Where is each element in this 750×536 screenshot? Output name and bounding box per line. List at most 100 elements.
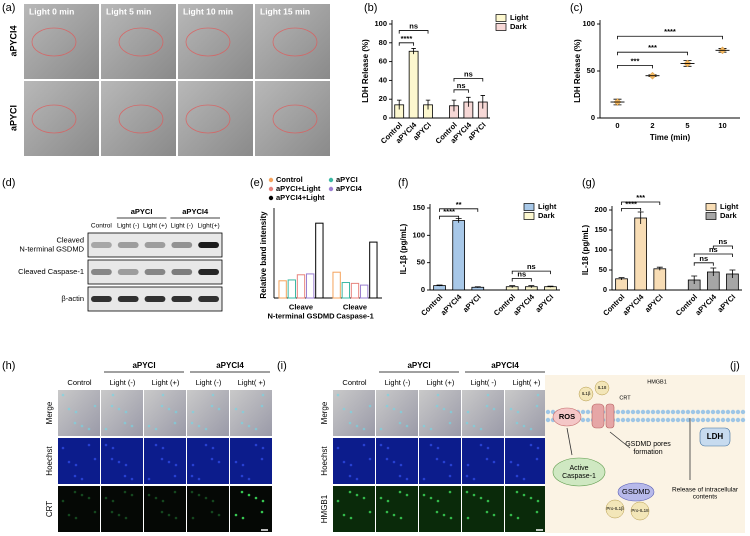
cell-signal [247, 424, 251, 428]
error-bar [528, 285, 535, 288]
cell-signal [479, 427, 483, 431]
cell-signal [362, 427, 366, 431]
membrane-lipid [740, 409, 746, 415]
cell-signal [515, 421, 519, 425]
x-tick-label: Control [601, 292, 626, 317]
cell-signal [61, 499, 65, 503]
cell-signal [254, 427, 258, 431]
x-tick-label: aPYCI [534, 292, 556, 314]
cell-signal [529, 443, 533, 447]
cell-signal [486, 446, 490, 450]
legend-swatch [495, 23, 507, 31]
column-label: Control [67, 378, 92, 387]
cell-signal [167, 513, 171, 517]
cell-signal [247, 477, 251, 481]
significance-label: **** [443, 207, 455, 216]
membrane-lipid [630, 409, 636, 415]
membrane-lipid [735, 417, 741, 423]
legend-label: aPYCI4+Light [276, 193, 325, 202]
cell-signal [405, 477, 409, 481]
legend-swatch [268, 186, 274, 192]
error-bar [451, 99, 457, 112]
membrane-lipid [670, 409, 676, 415]
cell-signal [240, 490, 244, 494]
membrane-lipid [700, 409, 706, 415]
cell-signal [241, 410, 245, 414]
bar [369, 241, 378, 299]
cell-signal [436, 499, 440, 503]
cell-signal [160, 404, 164, 408]
cell-signal [336, 393, 340, 397]
membrane-lipid [685, 417, 691, 423]
group-label: aPYCI [132, 361, 155, 370]
panel-label: (g) [582, 177, 595, 189]
cell-signal [160, 457, 164, 461]
cell-signal [509, 513, 513, 517]
group-label: aPYCI [131, 207, 153, 216]
cell-signal [379, 427, 383, 431]
cell-signal [516, 516, 520, 520]
x-tick-label: aPYCI4 [621, 292, 646, 317]
significance-label: **** [664, 27, 676, 36]
cell-signal [535, 457, 539, 461]
cell-signal [479, 443, 483, 447]
legend-label: Light [720, 202, 739, 211]
cell-signal [342, 513, 346, 517]
legend-label: Control [276, 175, 303, 184]
panel-label: (c) [570, 2, 583, 14]
blot-row-label: Cleaved N-terminal GSDMD [19, 236, 84, 254]
significance-bracket [621, 208, 642, 212]
significance-label: **** [401, 34, 413, 43]
membrane-lipid [740, 417, 746, 423]
blot-band [171, 269, 193, 275]
cell-signal [130, 477, 134, 481]
cell-signal [429, 443, 433, 447]
cell-signal [240, 474, 244, 478]
membrane-lipid [545, 417, 551, 423]
blot-band [171, 296, 193, 302]
micrograph [187, 438, 229, 484]
cell-signal [111, 393, 115, 397]
legend-label: Light [538, 202, 557, 211]
y-tick-label: 0 [591, 113, 595, 122]
cell-signal [111, 446, 115, 450]
error-bar [656, 266, 663, 271]
bar [306, 273, 315, 299]
group-label: aPYCI4 [182, 207, 209, 216]
cell-signal [67, 407, 71, 411]
cell-signal [516, 463, 520, 467]
cell-signal [449, 516, 453, 520]
error-bar [710, 267, 717, 276]
diagram-label: Pro-IL1β [606, 506, 624, 511]
micrograph [101, 438, 143, 484]
membrane-lipid [695, 417, 701, 423]
error-bar [618, 277, 625, 280]
cell-signal [529, 427, 533, 431]
cell-signal [492, 513, 496, 517]
group-label: aPYCI4 [216, 361, 244, 370]
cell-signal [80, 493, 84, 497]
cell-signal [110, 404, 114, 408]
y-axis-label: LDH Release (%) [361, 39, 370, 103]
error-bar [474, 286, 481, 288]
micrograph [419, 438, 461, 484]
cell-signal [449, 410, 453, 414]
y-tick-label: 200 [594, 205, 607, 214]
cell-signal [516, 410, 520, 414]
membrane-lipid [585, 409, 591, 415]
membrane-lipid [545, 409, 551, 415]
cell-signal [535, 510, 539, 514]
membrane-lipid [725, 417, 731, 423]
micrograph [101, 81, 176, 156]
gsdmd-node [617, 482, 655, 502]
membrane-lipid [670, 417, 676, 423]
error-bar [480, 95, 486, 109]
cell-signal [522, 424, 526, 428]
diagram-label: HMGB1 [647, 379, 667, 385]
x-axis-label: Time (min) [650, 133, 691, 142]
legend-swatch [268, 177, 274, 183]
cell-signal [435, 457, 439, 461]
blot-band [198, 296, 219, 302]
legend-swatch [523, 203, 535, 211]
micrograph [101, 486, 143, 532]
